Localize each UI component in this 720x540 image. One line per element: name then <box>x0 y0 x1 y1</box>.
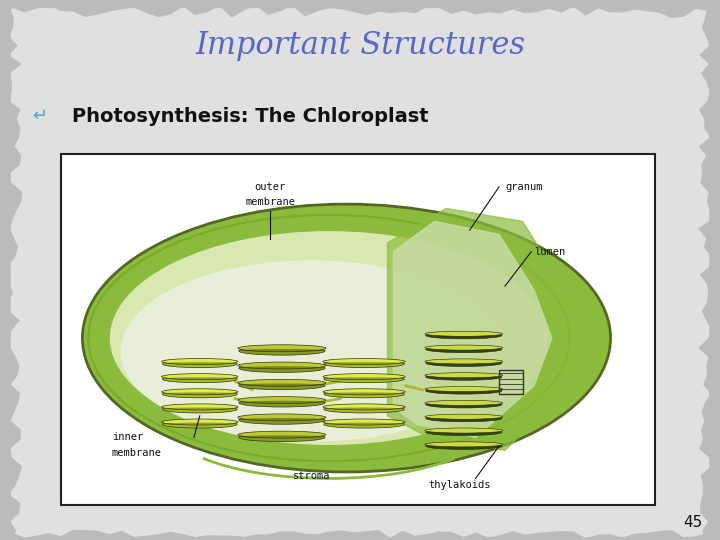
Ellipse shape <box>324 406 405 413</box>
Ellipse shape <box>323 404 405 410</box>
Ellipse shape <box>82 204 611 472</box>
Ellipse shape <box>426 346 502 353</box>
Ellipse shape <box>426 360 502 367</box>
Ellipse shape <box>325 408 403 410</box>
Ellipse shape <box>163 408 236 410</box>
Ellipse shape <box>425 373 503 378</box>
Ellipse shape <box>425 387 503 392</box>
Ellipse shape <box>324 421 405 428</box>
Ellipse shape <box>425 345 503 350</box>
Text: ↵: ↵ <box>32 107 48 125</box>
Ellipse shape <box>323 419 405 425</box>
Ellipse shape <box>240 435 324 438</box>
Ellipse shape <box>239 399 325 407</box>
Ellipse shape <box>426 429 502 436</box>
Ellipse shape <box>238 396 326 403</box>
Ellipse shape <box>161 419 238 425</box>
Text: membrane: membrane <box>246 197 295 207</box>
Ellipse shape <box>325 393 403 395</box>
Ellipse shape <box>325 377 403 380</box>
Ellipse shape <box>109 230 549 446</box>
Ellipse shape <box>239 364 325 373</box>
Ellipse shape <box>240 366 324 369</box>
Text: outer: outer <box>255 182 286 192</box>
Ellipse shape <box>426 332 502 339</box>
Ellipse shape <box>240 349 324 352</box>
Ellipse shape <box>163 377 236 380</box>
Ellipse shape <box>425 400 503 406</box>
Ellipse shape <box>239 433 325 442</box>
Text: granum: granum <box>505 182 542 192</box>
Text: Photosynthesis: The Chloroplast: Photosynthesis: The Chloroplast <box>72 106 428 126</box>
Ellipse shape <box>238 379 326 386</box>
Ellipse shape <box>425 331 503 336</box>
Ellipse shape <box>240 401 324 403</box>
Ellipse shape <box>163 423 236 425</box>
FancyBboxPatch shape <box>11 8 709 537</box>
Ellipse shape <box>163 375 237 383</box>
Ellipse shape <box>324 375 405 383</box>
Text: membrane: membrane <box>112 448 162 457</box>
Ellipse shape <box>324 390 405 398</box>
Text: Important Structures: Important Structures <box>195 30 525 60</box>
Ellipse shape <box>163 390 237 398</box>
Ellipse shape <box>425 414 503 419</box>
Ellipse shape <box>240 383 324 386</box>
Text: lumen: lumen <box>534 247 565 256</box>
Ellipse shape <box>163 362 236 365</box>
Text: 45: 45 <box>683 515 702 530</box>
Ellipse shape <box>425 359 503 364</box>
Text: stroma: stroma <box>292 471 330 481</box>
Polygon shape <box>387 208 581 450</box>
Bar <box>499 370 523 394</box>
Ellipse shape <box>425 428 503 433</box>
Ellipse shape <box>161 359 238 364</box>
Ellipse shape <box>323 359 405 364</box>
Ellipse shape <box>426 374 502 380</box>
Ellipse shape <box>120 260 502 442</box>
Ellipse shape <box>323 389 405 395</box>
Ellipse shape <box>324 360 405 368</box>
Polygon shape <box>393 221 552 437</box>
Ellipse shape <box>161 404 238 410</box>
Ellipse shape <box>163 393 236 395</box>
Ellipse shape <box>238 345 326 352</box>
Ellipse shape <box>163 421 237 428</box>
Ellipse shape <box>238 362 326 369</box>
Ellipse shape <box>323 374 405 380</box>
Ellipse shape <box>426 415 502 422</box>
Ellipse shape <box>163 406 237 413</box>
Ellipse shape <box>163 360 237 368</box>
Ellipse shape <box>426 401 502 408</box>
Ellipse shape <box>239 416 325 424</box>
Ellipse shape <box>239 347 325 355</box>
Ellipse shape <box>238 431 326 438</box>
Ellipse shape <box>239 381 325 390</box>
Ellipse shape <box>325 423 403 425</box>
Ellipse shape <box>426 443 502 449</box>
Text: inner: inner <box>112 433 143 442</box>
Text: thylakoids: thylakoids <box>428 480 491 490</box>
Ellipse shape <box>161 389 238 395</box>
Ellipse shape <box>161 374 238 380</box>
Ellipse shape <box>425 442 503 447</box>
Bar <box>61 154 655 505</box>
Ellipse shape <box>238 414 326 421</box>
Ellipse shape <box>240 418 324 421</box>
Ellipse shape <box>426 387 502 394</box>
Ellipse shape <box>325 362 403 365</box>
